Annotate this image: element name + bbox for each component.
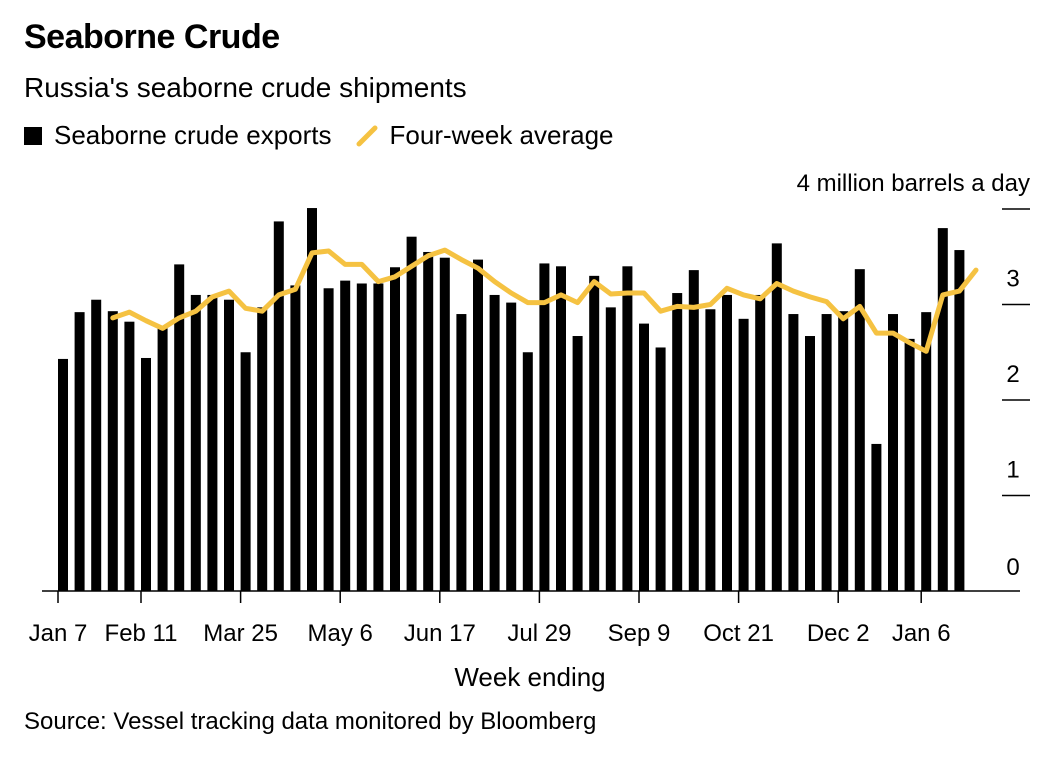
bar (257, 307, 268, 591)
bar (672, 293, 683, 591)
bar (240, 352, 251, 591)
bar (356, 283, 367, 591)
bar (456, 314, 467, 591)
x-tick-label: May 6 (308, 620, 373, 647)
bar (373, 283, 384, 591)
chart-plot: 0 1 2 3 4 million barrels a day Jan 7 Feb 11 Ma… (29, 170, 1030, 692)
bar (473, 259, 483, 591)
y-tick-label: 1 (1006, 457, 1019, 484)
bar (74, 312, 85, 591)
y-tick-label: 3 (1006, 266, 1019, 293)
bar (954, 250, 965, 591)
y-tick-label: 2 (1006, 361, 1019, 388)
x-tick-label: Sep 9 (608, 620, 671, 647)
legend-line-label: Four-week average (389, 120, 614, 150)
bar (107, 311, 118, 591)
four-week-average-line (110, 247, 979, 354)
y-tick-label: 4 million barrels a day (797, 170, 1030, 197)
x-tick-label: Mar 25 (203, 620, 278, 647)
bar (157, 328, 168, 591)
bar (871, 443, 882, 591)
bar (224, 299, 234, 591)
bar (423, 251, 434, 591)
y-tick-label: 0 (1006, 554, 1019, 581)
legend-item-bars: Seaborne crude exports (24, 120, 332, 151)
bar (91, 299, 102, 591)
chart-title: Seaborne Crude (24, 18, 280, 56)
bar (722, 294, 732, 591)
bar (406, 236, 417, 591)
bar (639, 323, 649, 591)
bar (323, 288, 334, 591)
bar (58, 358, 68, 591)
x-tick-label: Jan 6 (892, 620, 951, 647)
bar (190, 294, 201, 591)
bar (207, 294, 218, 591)
bar (124, 321, 135, 591)
bar (888, 314, 898, 591)
bar (141, 357, 151, 591)
bar (556, 266, 566, 591)
bar (821, 314, 832, 591)
bar (688, 270, 699, 591)
legend-line-swatch (356, 125, 378, 146)
bar (522, 352, 533, 591)
bar (290, 285, 301, 591)
bar (838, 311, 849, 591)
bar (307, 208, 317, 592)
bar (904, 338, 915, 591)
bar (273, 221, 284, 592)
chart-subtitle: Russia's seaborne crude shipments (24, 72, 467, 103)
bar (174, 264, 185, 591)
x-tick-label: Dec 2 (807, 620, 870, 647)
legend-item-line: Four-week average (356, 120, 614, 151)
bar (589, 275, 600, 591)
bar (937, 228, 948, 591)
bar (439, 257, 450, 591)
bar (489, 294, 500, 591)
bar (340, 280, 351, 591)
chart-source: Source: Vessel tracking data monitored b… (24, 708, 597, 735)
bar (506, 302, 517, 591)
bar (805, 336, 815, 591)
bar (605, 307, 616, 591)
bar (738, 318, 749, 591)
bar (771, 243, 782, 591)
x-tick-label: Jan 7 (29, 620, 88, 647)
x-tick-label: Jun 17 (404, 620, 476, 647)
bar (921, 312, 932, 591)
x-tick-label: Oct 21 (703, 620, 774, 647)
bar (539, 263, 550, 591)
x-axis-label: Week ending (454, 662, 605, 692)
bar (755, 294, 766, 591)
bar (854, 269, 865, 591)
bar (390, 267, 400, 591)
chart-legend: Seaborne crude exports Four-week average (24, 120, 638, 151)
bar (705, 309, 716, 591)
bar (655, 347, 666, 591)
bar (572, 336, 583, 591)
bar (788, 314, 799, 591)
x-tick-label: Jul 29 (507, 620, 571, 647)
x-tick-label: Feb 11 (105, 620, 178, 647)
legend-bar-label: Seaborne crude exports (54, 120, 332, 150)
bar (622, 266, 633, 591)
legend-bar-swatch (24, 126, 42, 145)
